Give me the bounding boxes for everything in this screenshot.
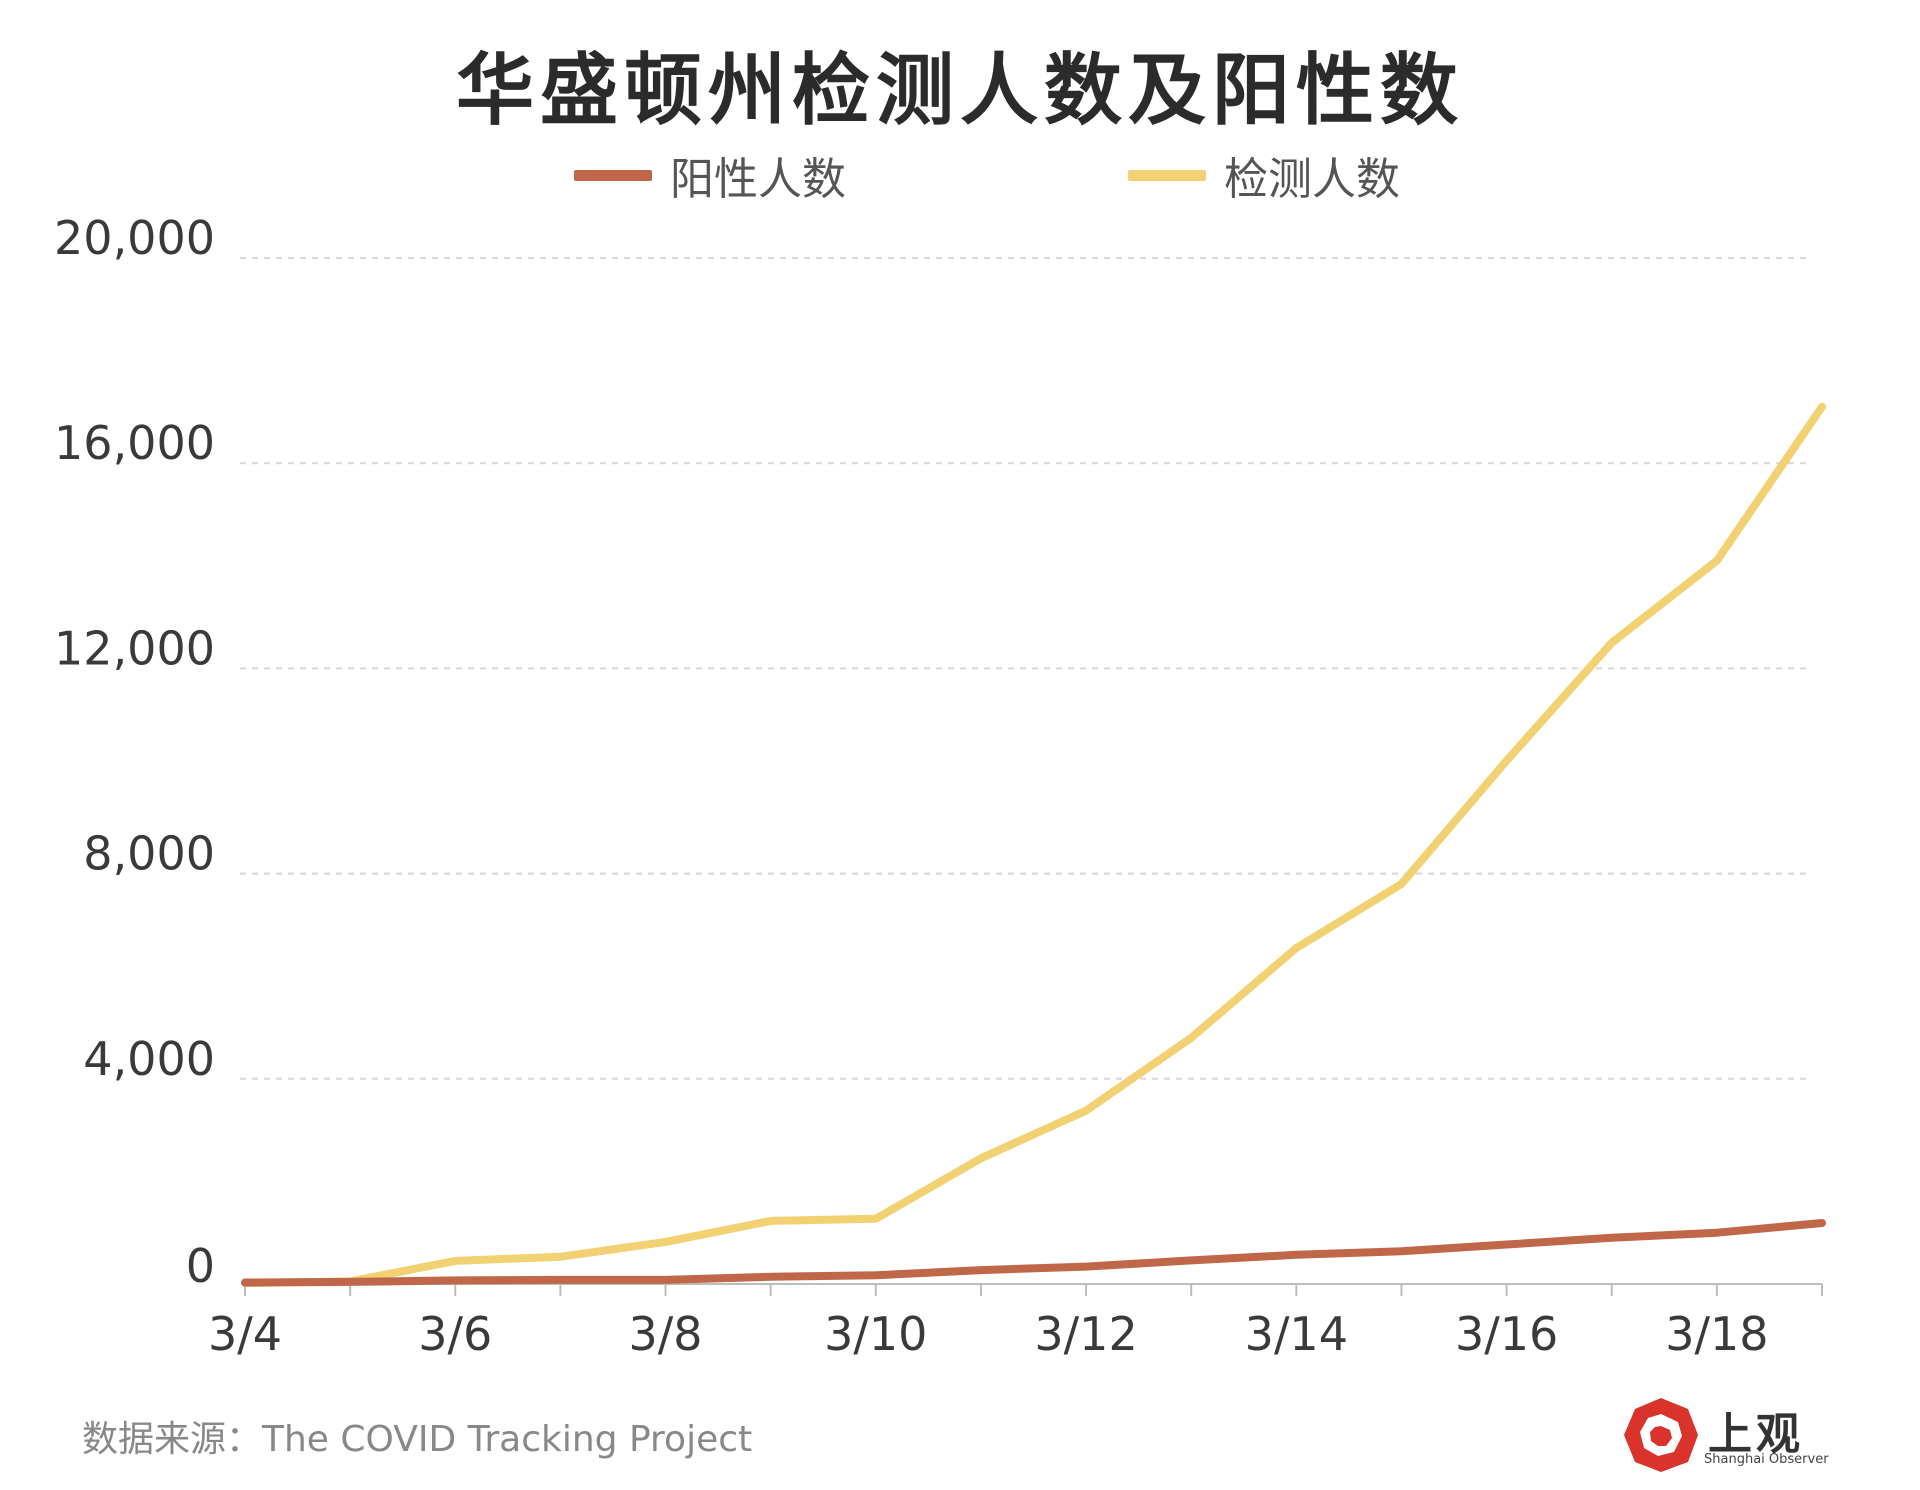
x-tick-label: 3/12 [1034,1307,1137,1361]
x-tick-label: 3/18 [1665,1307,1768,1361]
legend-item-positive: 阳性人数 [574,145,846,205]
logo-mark-icon [1624,1398,1698,1472]
x-tick-label: 3/14 [1245,1307,1348,1361]
y-tick-label: 16,000 [54,416,215,470]
y-tick-label: 20,000 [54,211,215,265]
x-tick-label: 3/10 [824,1307,927,1361]
y-tick-label: 8,000 [83,827,215,881]
series-line-positive [241,1219,1826,1287]
y-tick-label: 4,000 [83,1032,215,1086]
legend-swatch-positive [574,169,652,181]
series-line-tested [241,402,1826,1287]
logo-subtext: Shanghai Observer [1704,1452,1829,1467]
legend-item-tested: 检测人数 [1128,145,1400,205]
legend-label-positive: 阳性人数 [670,154,846,205]
x-tick-label: 3/6 [418,1307,492,1361]
y-tick-label: 12,000 [54,621,215,675]
y-tick-label: 0 [186,1239,215,1293]
legend-label-tested: 检测人数 [1224,154,1400,205]
chart-title: 华盛顿州检测人数及阳性数 [455,46,1464,136]
source-note: 数据来源：The COVID Tracking Project [82,1419,753,1460]
line-chart: 0 4,000 8,000 12,000 16,000 20,000 3/4 3/6 3/8 3/… [54,211,1826,1361]
x-tick-label: 3/16 [1455,1307,1558,1361]
x-tick-label: 3/8 [629,1307,703,1361]
legend: 阳性人数 检测人数 [0,145,1920,205]
legend-swatch-tested [1128,169,1206,181]
logo: 上观 Shanghai Observer [1622,1396,1829,1474]
x-tick-label: 3/4 [208,1307,282,1361]
logo-text: 上观 [1708,1409,1804,1460]
